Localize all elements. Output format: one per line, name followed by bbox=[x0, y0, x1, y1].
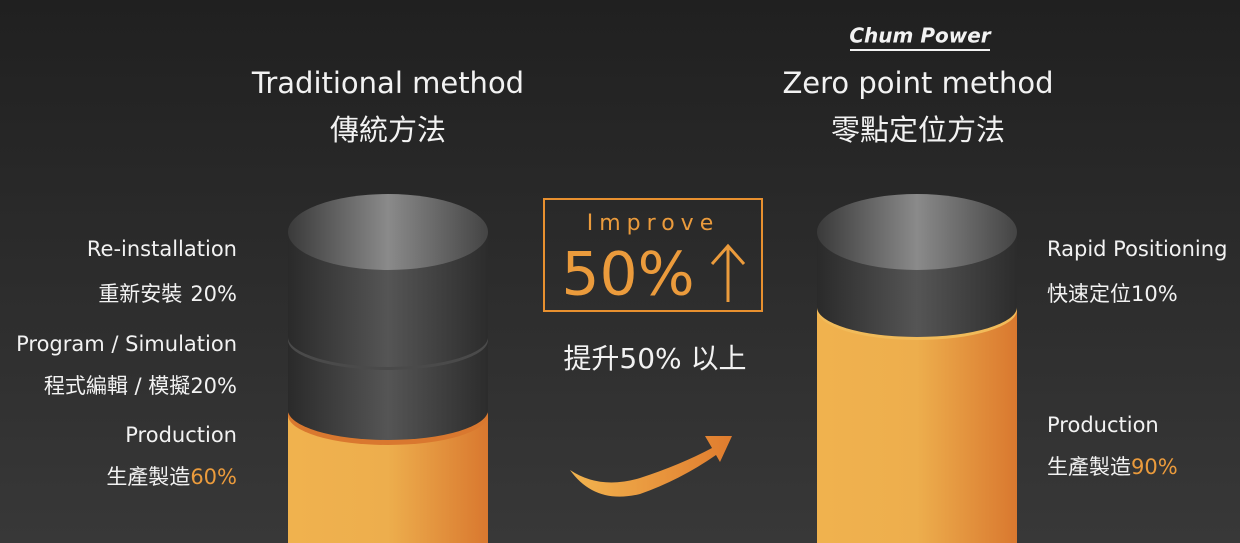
up-arrow bbox=[710, 243, 746, 302]
segment-name-zh-text: 快速定位 bbox=[1047, 282, 1131, 306]
improve-figure: 50% bbox=[561, 240, 694, 310]
left-title-zh: 傳統方法 bbox=[330, 113, 446, 147]
segment-name-zh-text: 程式編輯 / 模擬 bbox=[44, 374, 190, 398]
segment-name-zh: 程式編輯 / 模擬20% bbox=[44, 374, 237, 398]
segment-name-en: Production bbox=[1047, 413, 1159, 437]
segment-name-zh: 重新安裝 20% bbox=[98, 282, 237, 306]
left-cylinder bbox=[288, 194, 488, 543]
segment-name-zh-text: 生產製造 bbox=[1047, 455, 1131, 479]
segment-percent: 10% bbox=[1131, 282, 1178, 306]
segment-name-zh: 快速定位10% bbox=[1047, 282, 1178, 306]
segment-name-zh: 生產製造60% bbox=[106, 465, 237, 489]
segment-name-en: Re-installation bbox=[87, 237, 237, 261]
improve-subtitle: 提升50% 以上 bbox=[563, 342, 746, 375]
improve-box bbox=[543, 198, 763, 312]
segment-name-zh-text: 重新安裝 bbox=[98, 282, 182, 306]
curved-arrow bbox=[570, 436, 732, 497]
right-title-zh: 零點定位方法 bbox=[831, 113, 1005, 147]
segment-name-en: Program / Simulation bbox=[16, 332, 237, 356]
segment-name-en: Rapid Positioning bbox=[1047, 237, 1227, 261]
segment-name-zh-text: 生產製造 bbox=[106, 465, 190, 489]
left-title-en: Traditional method bbox=[251, 66, 524, 100]
improve-label: Improve bbox=[587, 211, 719, 236]
segment-name-en: Production bbox=[125, 423, 237, 447]
right-title-en: Zero point method bbox=[782, 66, 1053, 100]
brand-logo: Chum Power bbox=[849, 24, 991, 48]
segment-percent: 20% bbox=[190, 282, 237, 306]
right-cylinder bbox=[817, 194, 1017, 543]
segment-percent: 90% bbox=[1131, 455, 1178, 479]
segment-name-zh: 生產製造90% bbox=[1047, 455, 1178, 479]
segment-percent: 60% bbox=[190, 465, 237, 489]
segment-percent: 20% bbox=[190, 374, 237, 398]
labels: Re-installation 重新安裝 20% Program / Simulati… bbox=[16, 237, 1227, 489]
